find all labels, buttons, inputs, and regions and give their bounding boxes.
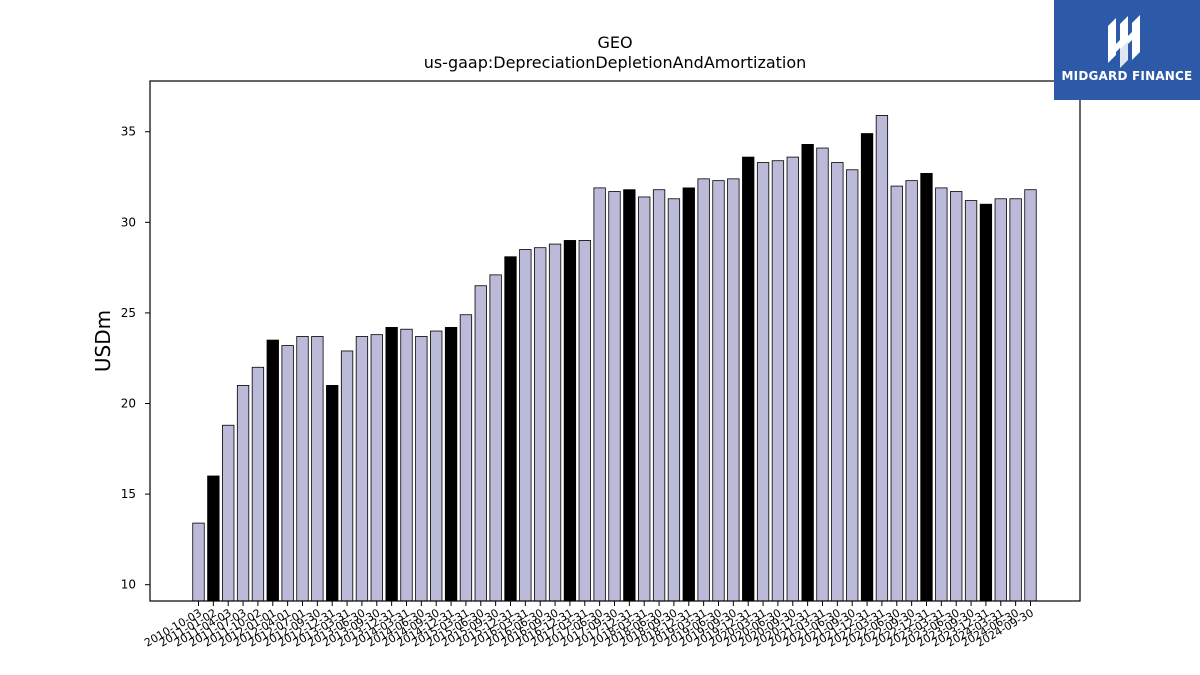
bar-2015-03-31 (459, 314, 473, 602)
bar-2022-09-30 (905, 180, 918, 602)
bar-2021-12-31 (860, 133, 874, 602)
bar-2020-03-31 (756, 162, 770, 602)
bar-2013-12-31 (385, 327, 398, 602)
bars-group (192, 115, 1037, 602)
y-tick-label: 30 (121, 215, 136, 229)
bar-2014-12-31 (444, 327, 458, 602)
y-tick-label: 25 (121, 306, 136, 320)
bar-2021-03-31 (816, 147, 829, 602)
bar-2010-10-03 (192, 522, 205, 602)
bar-2020-06-30 (771, 160, 785, 602)
bar-2020-12-31 (801, 144, 814, 602)
bar-2019-03-31 (697, 178, 710, 602)
y-tick-label: 15 (121, 487, 136, 501)
y-axis: 10 15 20 25 30 35 (121, 125, 150, 592)
bar-2023-12-31 (979, 203, 993, 602)
bar-2013-06-30 (355, 336, 369, 602)
bar-2016-03-31 (519, 249, 532, 602)
plot-frame (149, 80, 1081, 602)
bar-2017-12-31 (623, 189, 636, 602)
bar-2011-07-03 (236, 384, 250, 602)
bar-2011-04-03 (222, 424, 235, 602)
bar-2014-03-31 (400, 328, 413, 602)
bar-2016-12-31 (563, 240, 577, 602)
bar-2014-09-30 (430, 330, 443, 602)
bar-2022-03-31 (875, 115, 889, 602)
y-tick-label: 20 (121, 397, 136, 411)
bar-2017-09-30 (608, 191, 621, 602)
bar-2014-06-30 (415, 336, 428, 602)
bar-2017-06-30 (593, 187, 606, 602)
bar-2011-01-02 (207, 475, 220, 602)
bar-2023-06-30 (950, 191, 963, 602)
x-axis: 2010-10-032011-01-022011-04-032011-07-03… (142, 601, 1036, 650)
bar-2022-12-31 (920, 172, 933, 602)
bar-2021-09-30 (846, 169, 859, 602)
midgard-logo-icon (1108, 15, 1140, 68)
bar-2021-06-30 (831, 162, 844, 602)
bar-2015-09-30 (489, 274, 502, 602)
bar-2019-12-31 (742, 156, 755, 602)
bar-2013-03-31 (340, 350, 354, 602)
bar-2016-09-30 (548, 243, 562, 602)
bar-2016-06-30 (534, 247, 547, 602)
bar-2012-04-01 (281, 345, 294, 602)
bar-2020-09-30 (786, 156, 799, 602)
bar-2013-09-30 (370, 334, 383, 602)
bar-2023-03-31 (935, 187, 948, 602)
bar-2024-06-30 (1009, 198, 1022, 602)
bar-2015-06-30 (474, 285, 487, 602)
midgard-finance-logo: MIDGARD FINANCE (1054, 0, 1200, 100)
bar-2017-03-31 (578, 240, 591, 602)
bar-2018-06-30 (652, 189, 666, 602)
chart-title: GEO (597, 33, 633, 52)
bar-2018-03-31 (638, 196, 651, 602)
bar-2012-07-01 (296, 336, 309, 602)
bar-2019-09-30 (727, 178, 740, 602)
logo-text: MIDGARD FINANCE (1061, 69, 1193, 83)
bar-2012-12-31 (326, 384, 339, 602)
bar-2019-06-30 (712, 180, 725, 602)
y-axis-label: USDm (91, 310, 115, 372)
bar-2012-01-01 (266, 339, 279, 602)
bar-2024-03-31 (994, 198, 1007, 602)
bar-2018-09-30 (667, 198, 681, 602)
bar-2022-06-30 (890, 185, 903, 602)
bar-2023-09-30 (964, 200, 978, 602)
bar-2024-09-30 (1024, 189, 1037, 602)
bar-2015-12-31 (504, 256, 517, 602)
bar-2012-09-30 (311, 336, 324, 602)
y-tick-label: 35 (121, 125, 136, 139)
chart-subtitle: us-gaap:DepreciationDepletionAndAmortiza… (423, 53, 807, 72)
bar-2018-12-31 (682, 187, 695, 602)
bar-2011-10-02 (251, 366, 265, 602)
y-tick-label: 10 (121, 578, 136, 592)
